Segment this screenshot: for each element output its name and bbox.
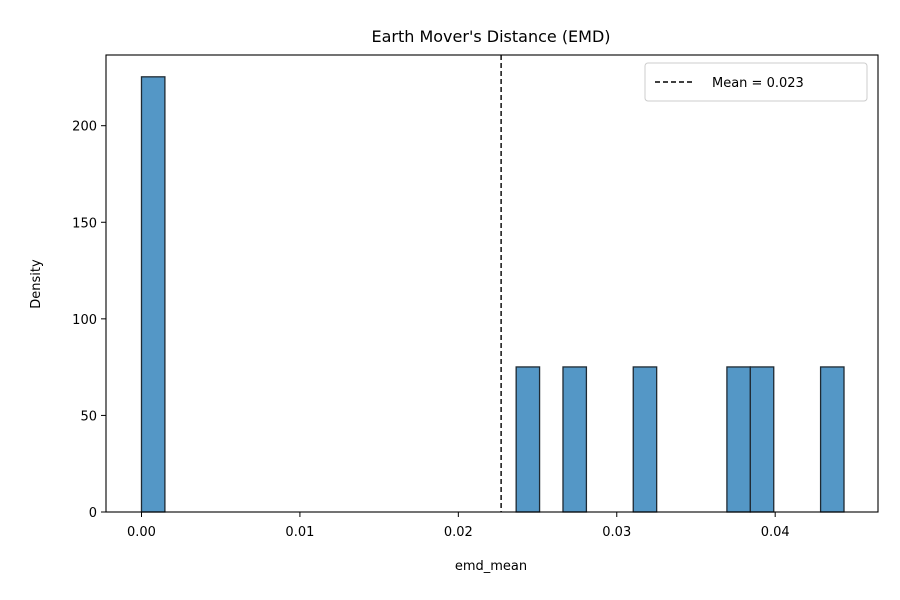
x-tick-label: 0.01 xyxy=(285,525,314,540)
legend-box xyxy=(644,62,868,102)
x-tick-label: 0.02 xyxy=(444,525,473,540)
histogram-bar-6 xyxy=(819,366,845,513)
y-tick-label: 100 xyxy=(72,313,97,328)
y-tick-label: 0 xyxy=(89,506,97,521)
y-axis-label: Density xyxy=(29,259,44,309)
y-axis-ticks: 0 50 100 150 200 xyxy=(72,120,106,521)
y-tick-label: 50 xyxy=(80,409,97,424)
y-tick-label: 200 xyxy=(72,120,97,135)
legend: Mean = 0.023 xyxy=(644,62,868,102)
legend-entry-mean: Mean = 0.023 xyxy=(712,76,804,91)
x-tick-label: 0.03 xyxy=(602,525,631,540)
x-axis-label: emd_mean xyxy=(455,559,527,574)
x-tick-label: 0.04 xyxy=(761,525,790,540)
histogram-bar-2 xyxy=(562,366,588,513)
plot-frame xyxy=(105,54,879,513)
histogram-bar-3 xyxy=(632,366,658,513)
histogram-bar-0 xyxy=(140,76,166,513)
x-axis-ticks: 0.00 0.01 0.02 0.03 0.04 xyxy=(127,512,790,540)
y-tick-label: 150 xyxy=(72,216,97,231)
histogram-bar-5 xyxy=(749,366,775,513)
histogram-bar-4 xyxy=(726,366,751,513)
histogram-bar-1 xyxy=(515,366,541,513)
x-tick-label: 0.00 xyxy=(127,525,156,540)
histogram-bars xyxy=(140,76,845,513)
chart-title: Earth Mover's Distance (EMD) xyxy=(371,27,610,46)
